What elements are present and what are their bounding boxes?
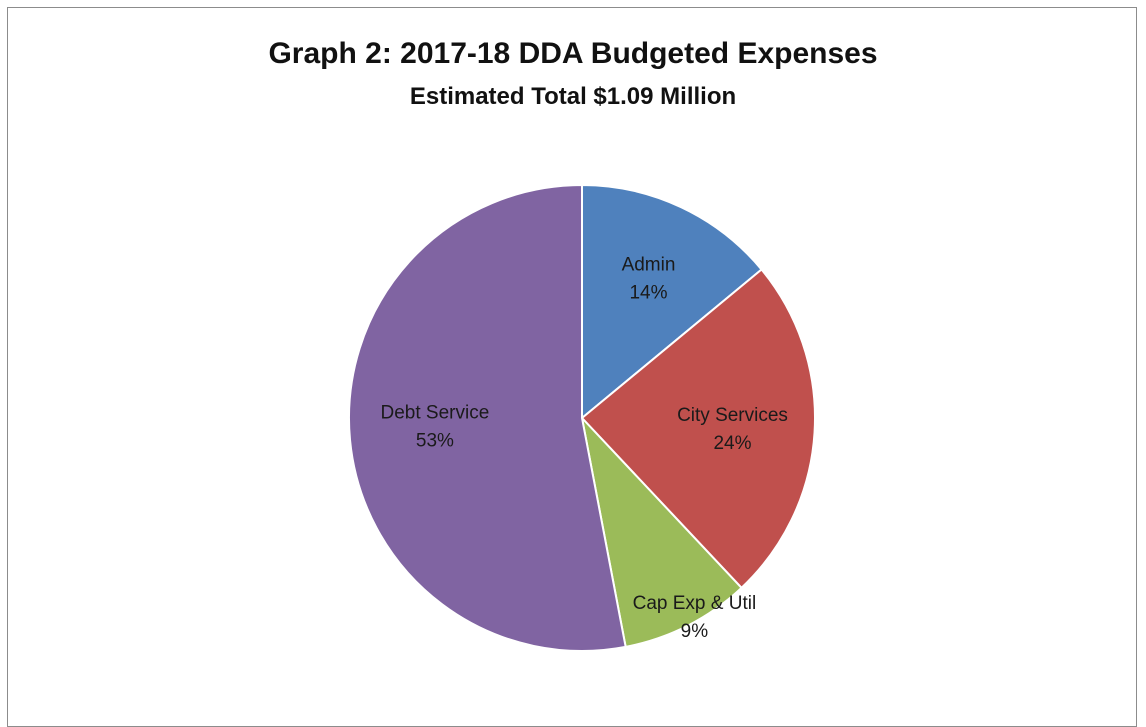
- pie-slices: [348, 184, 816, 652]
- slice-label: City Services 24%: [677, 405, 788, 454]
- pie-slice-cap-exp-util: [581, 417, 743, 648]
- pie-labels: Admin 14% City Services 24% Cap Exp & Util 9%…: [381, 255, 788, 642]
- slice-label: Debt Service 53%: [381, 403, 490, 452]
- slice-label: Admin 14%: [622, 255, 676, 304]
- pie-slice-debt-service: [348, 184, 627, 652]
- slice-label-name: Admin: [622, 255, 676, 276]
- slice-label-name: Debt Service: [381, 403, 490, 424]
- slice-label-percent: 9%: [681, 621, 709, 642]
- pie-slice-city-services: [581, 268, 816, 589]
- slice-label-name: Cap Exp & Util: [633, 593, 757, 614]
- slice-label-percent: 53%: [416, 431, 454, 452]
- slice-label-name: City Services: [677, 405, 788, 426]
- slice-label-percent: 24%: [713, 433, 751, 454]
- chart-subtitle: Estimated Total $1.09 Million: [409, 83, 737, 110]
- chart-title: Graph 2: 2017-18 DDA Budgeted Expenses: [268, 37, 878, 70]
- pie-slice-admin: [581, 184, 763, 419]
- slice-label-percent: 14%: [629, 283, 667, 304]
- slice-label: Cap Exp & Util 9%: [633, 593, 757, 642]
